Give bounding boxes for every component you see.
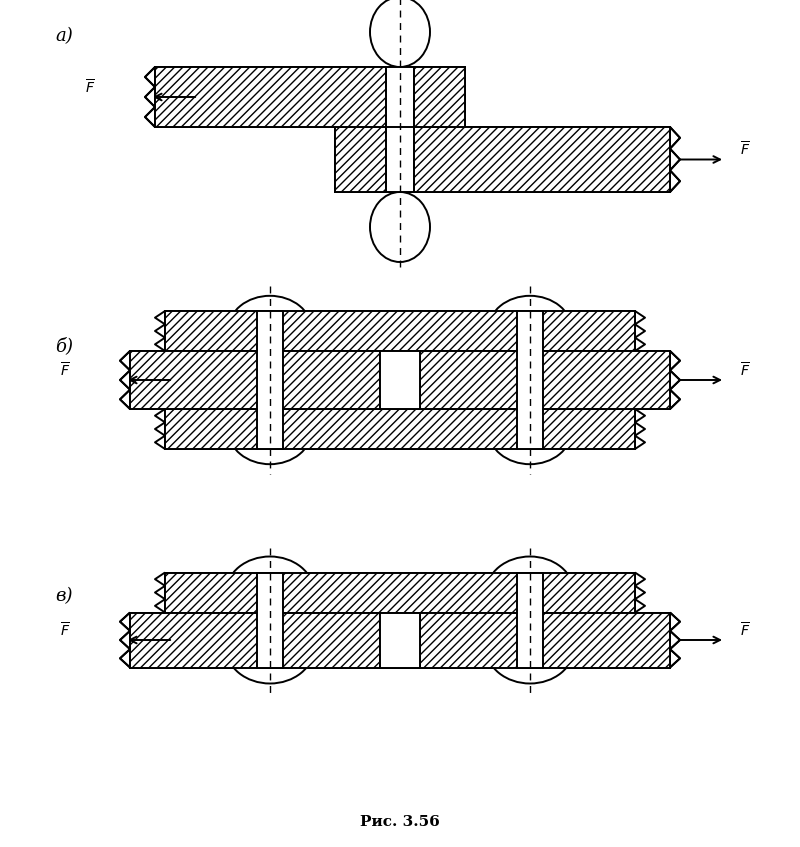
- Text: в): в): [55, 587, 73, 605]
- Ellipse shape: [226, 612, 314, 684]
- Text: а): а): [55, 27, 73, 45]
- Bar: [517, 573, 543, 667]
- Bar: [380, 612, 420, 667]
- Ellipse shape: [226, 556, 314, 628]
- Bar: [380, 351, 420, 409]
- Text: Рис. 3.56: Рис. 3.56: [360, 815, 440, 829]
- Bar: [130, 612, 380, 667]
- Ellipse shape: [486, 612, 574, 684]
- Bar: [380, 612, 420, 667]
- Text: $\overline{F}$: $\overline{F}$: [740, 141, 750, 158]
- Bar: [130, 351, 380, 409]
- Bar: [165, 311, 635, 351]
- Bar: [165, 573, 635, 612]
- Ellipse shape: [370, 0, 430, 67]
- Bar: [380, 351, 420, 409]
- Bar: [130, 351, 380, 409]
- Text: $\overline{F}$: $\overline{F}$: [740, 361, 750, 379]
- Bar: [165, 409, 635, 449]
- Bar: [257, 573, 283, 667]
- Bar: [335, 127, 670, 192]
- Text: $\overline{F}$: $\overline{F}$: [740, 621, 750, 639]
- Bar: [420, 612, 670, 667]
- Bar: [165, 311, 635, 351]
- Ellipse shape: [488, 296, 572, 364]
- Bar: [155, 67, 465, 127]
- Bar: [335, 127, 670, 192]
- Bar: [130, 612, 380, 667]
- Bar: [165, 409, 635, 449]
- Ellipse shape: [488, 396, 572, 464]
- Ellipse shape: [228, 296, 312, 364]
- Bar: [420, 351, 670, 409]
- Bar: [257, 311, 283, 449]
- Ellipse shape: [228, 396, 312, 464]
- Ellipse shape: [486, 556, 574, 628]
- Bar: [517, 311, 543, 449]
- Bar: [420, 351, 670, 409]
- Bar: [420, 612, 670, 667]
- Bar: [155, 67, 465, 127]
- Text: $\overline{F}$: $\overline{F}$: [85, 78, 95, 97]
- Ellipse shape: [370, 192, 430, 262]
- Bar: [386, 67, 414, 192]
- Text: $\overline{F}$: $\overline{F}$: [60, 621, 70, 639]
- Text: $\overline{F}$: $\overline{F}$: [60, 361, 70, 379]
- Text: б): б): [55, 337, 73, 355]
- Bar: [165, 573, 635, 612]
